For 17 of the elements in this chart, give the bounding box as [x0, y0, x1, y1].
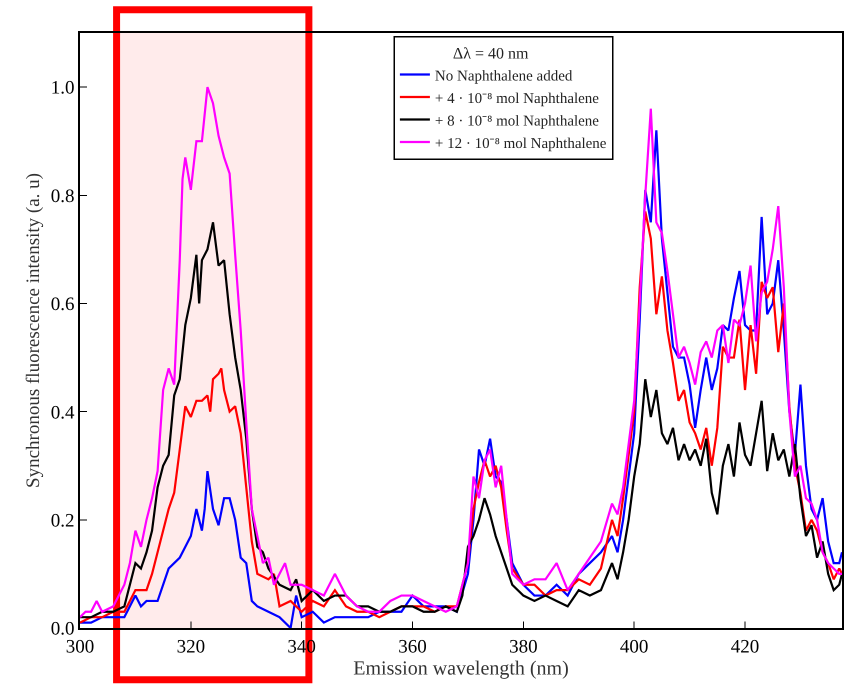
legend-label: + 12 · 10⁻⁸ mol Naphthalene	[434, 136, 607, 152]
x-tick-label: 400	[620, 636, 648, 658]
y-tick-label: 0.6	[50, 294, 74, 316]
legend-label: + 4 · 10⁻⁸ mol Naphthalene	[434, 90, 600, 107]
legend-label: + 8 · 10⁻⁸ mol Naphthalene	[434, 113, 600, 130]
y-tick-label: 0.4	[50, 402, 75, 424]
x-tick-label: 420	[730, 636, 760, 658]
x-tick-label: 380	[509, 636, 538, 658]
y-axis-title: Synchronous fluorescence intensity (a. u)	[23, 173, 44, 488]
x-tick-label: 320	[176, 636, 206, 658]
x-tick-label: 360	[398, 636, 427, 658]
legend-title: Δλ = 40 nm	[396, 45, 529, 62]
x-axis-title: Emission wavelength (nm)	[353, 658, 569, 680]
y-tick-label: 0.2	[50, 510, 74, 532]
y-tick-label: 0.8	[50, 186, 74, 207]
y-tick-label: 1.0	[50, 78, 74, 99]
legend-label: No Naphthalene added	[434, 68, 573, 84]
